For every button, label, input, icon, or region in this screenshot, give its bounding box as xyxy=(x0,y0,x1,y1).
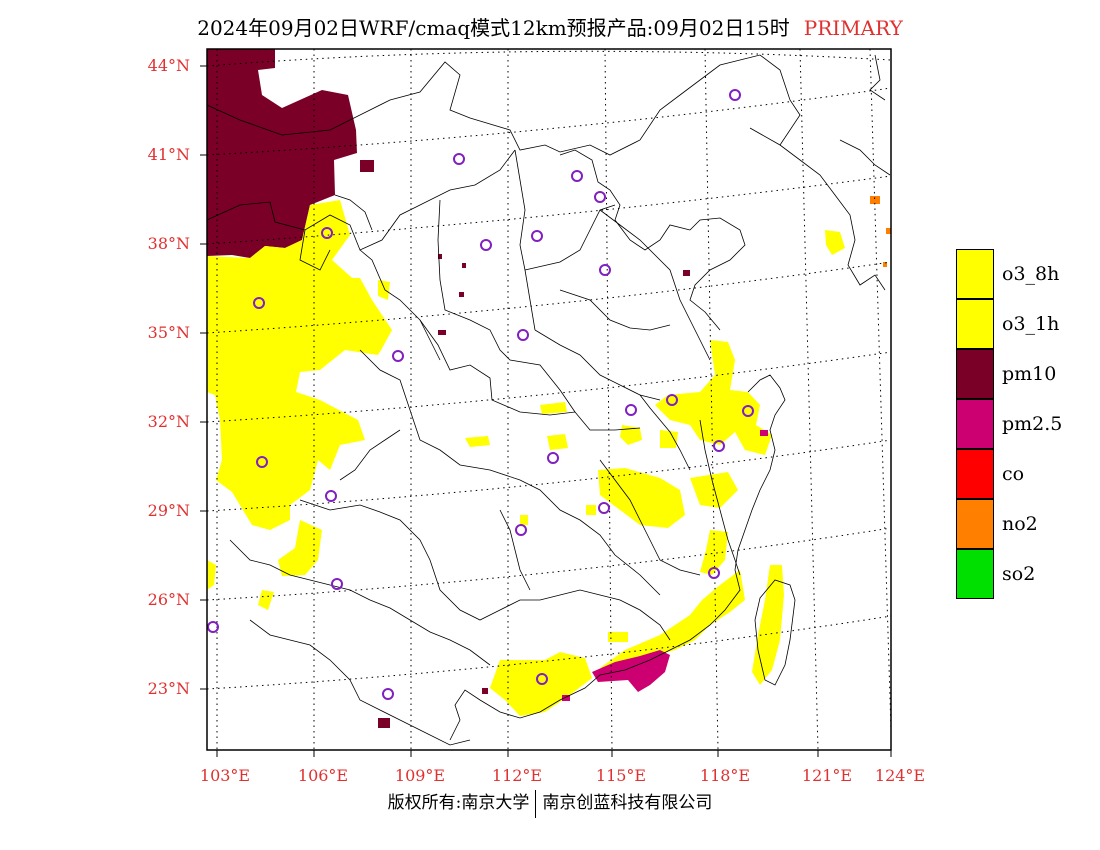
lat-label: 41°N xyxy=(147,145,190,164)
station-marker xyxy=(517,329,529,341)
station-marker xyxy=(708,567,720,579)
title-text: 2024年09月02日WRF/cmaq模式12km预报产品:09月02日15时 xyxy=(197,16,790,40)
lat-label: 29°N xyxy=(147,501,190,520)
station-marker xyxy=(321,227,333,239)
footer-divider xyxy=(535,789,537,818)
pm25-patch xyxy=(760,430,768,436)
station-marker xyxy=(531,230,543,242)
station-marker xyxy=(625,404,637,416)
legend-swatch xyxy=(956,449,994,499)
pm10-region xyxy=(207,49,357,258)
province-borders xyxy=(207,54,891,746)
station-marker xyxy=(207,621,219,633)
pm10-patch xyxy=(438,330,446,335)
station-marker xyxy=(547,452,559,464)
legend-swatch xyxy=(956,499,994,549)
pm10-patch xyxy=(438,254,442,259)
lat-label: 44°N xyxy=(147,56,190,75)
axis-ticks xyxy=(200,65,892,757)
station-marker xyxy=(392,350,404,362)
station-marker xyxy=(515,524,527,536)
station-marker xyxy=(713,440,725,452)
copyright-company: 南京创蓝科技有限公司 xyxy=(542,793,713,813)
station-marker xyxy=(666,394,678,406)
legend-swatch xyxy=(956,399,994,449)
lon-label: 109°E xyxy=(394,766,446,785)
copyright-footer: 版权所有:南京大学 南京创蓝科技有限公司 xyxy=(0,788,1100,818)
legend-swatch xyxy=(956,549,994,599)
pm10-patch xyxy=(360,160,374,172)
station-marker xyxy=(453,153,465,165)
station-marker xyxy=(536,673,548,685)
lon-label: 112°E xyxy=(491,766,543,785)
lon-label: 115°E xyxy=(595,766,647,785)
legend-label: co xyxy=(1002,463,1025,485)
city-station-markers xyxy=(207,89,754,700)
pm10-patch xyxy=(482,688,488,694)
station-marker xyxy=(331,578,343,590)
graticule xyxy=(207,49,891,750)
lat-label: 38°N xyxy=(147,234,190,253)
title-tag: PRIMARY xyxy=(803,16,903,40)
legend-label: o3_1h xyxy=(1002,313,1060,335)
legend-label: o3_8h xyxy=(1002,263,1060,285)
legend-label: pm2.5 xyxy=(1002,413,1063,435)
lon-label: 106°E xyxy=(297,766,349,785)
map-title: 2024年09月02日WRF/cmaq模式12km预报产品:09月02日15时 P… xyxy=(0,12,1100,41)
legend-label: pm10 xyxy=(1002,363,1057,385)
pm10-patch xyxy=(378,718,390,728)
station-marker xyxy=(729,89,741,101)
copyright-owner: 版权所有:南京大学 xyxy=(387,793,530,813)
lon-label: 124°E xyxy=(874,766,926,785)
pm25-patch xyxy=(562,695,570,701)
station-marker xyxy=(253,297,265,309)
lon-label: 103°E xyxy=(199,766,251,785)
station-marker xyxy=(480,239,492,251)
pm10-patch xyxy=(683,270,690,276)
station-marker xyxy=(599,264,611,276)
lon-label: 121°E xyxy=(801,766,853,785)
station-marker xyxy=(598,502,610,514)
lon-label: 118°E xyxy=(699,766,751,785)
lat-label: 26°N xyxy=(147,590,190,609)
station-marker xyxy=(382,688,394,700)
station-marker xyxy=(256,456,268,468)
map-frame xyxy=(206,48,892,751)
legend-swatch xyxy=(956,299,994,349)
station-marker xyxy=(325,490,337,502)
no2-patch xyxy=(883,262,887,267)
legend-swatch xyxy=(956,349,994,399)
legend-label: no2 xyxy=(1002,513,1038,535)
no2-patch xyxy=(870,196,880,204)
station-marker xyxy=(571,170,583,182)
lat-label: 35°N xyxy=(147,323,190,342)
legend-label: so2 xyxy=(1002,563,1036,585)
pm10-patch xyxy=(459,292,464,297)
lat-label: 23°N xyxy=(147,679,190,698)
legend-swatch xyxy=(956,249,994,299)
no2-patch xyxy=(886,228,891,234)
station-marker xyxy=(594,191,606,203)
pm25-region xyxy=(592,650,670,692)
lat-label: 32°N xyxy=(147,412,190,431)
station-marker xyxy=(742,405,754,417)
pm10-patch xyxy=(462,263,466,268)
